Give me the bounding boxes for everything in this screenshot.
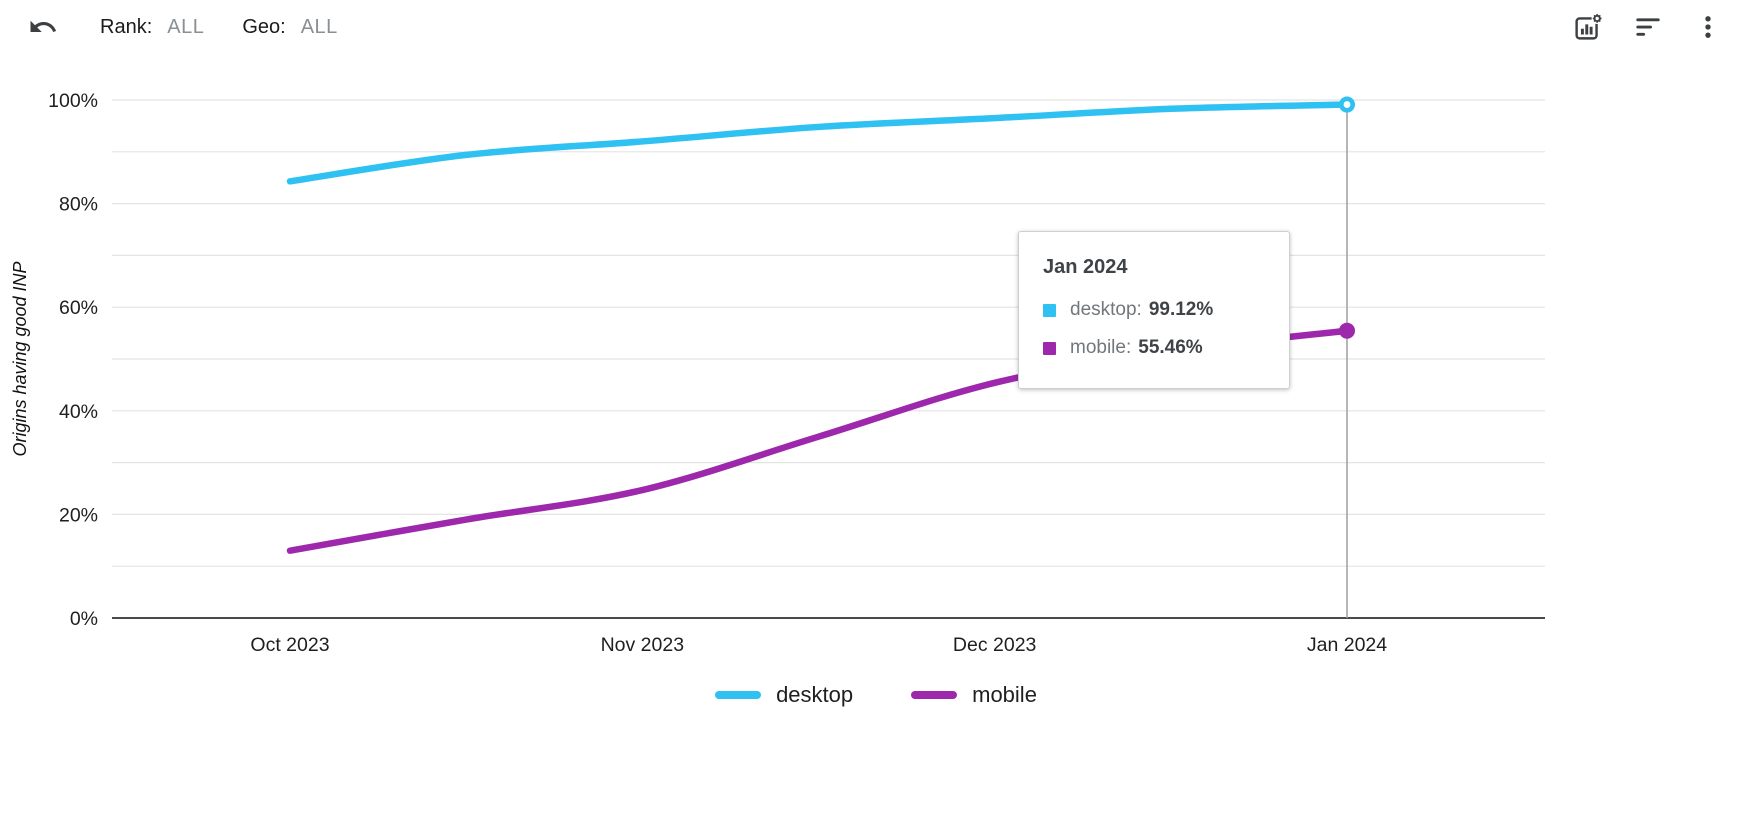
legend-item-mobile: mobile bbox=[911, 682, 1037, 708]
svg-text:0%: 0% bbox=[70, 608, 98, 630]
svg-text:Jan 2024: Jan 2024 bbox=[1307, 634, 1387, 656]
legend-swatch-mobile bbox=[911, 691, 958, 699]
svg-text:Origins having good INP: Origins having good INP bbox=[10, 261, 30, 456]
toolbar-left: Rank: ALL Geo: ALL bbox=[0, 8, 338, 46]
tooltip-series-value: 99.12% bbox=[1148, 299, 1214, 320]
legend-item-desktop: desktop bbox=[715, 682, 853, 708]
rank-filter[interactable]: Rank: ALL bbox=[100, 16, 204, 39]
chart-tooltip: Jan 2024 desktop: 99.12% mobile: 55.46% bbox=[1018, 231, 1290, 389]
svg-text:100%: 100% bbox=[48, 90, 98, 112]
undo-icon bbox=[28, 12, 58, 42]
filter-button[interactable] bbox=[1630, 9, 1666, 45]
tooltip-title: Jan 2024 bbox=[1043, 256, 1128, 278]
tooltip-series-label: desktop: bbox=[1070, 299, 1142, 320]
svg-text:Nov 2023: Nov 2023 bbox=[601, 634, 684, 656]
rank-filter-value[interactable]: ALL bbox=[167, 15, 205, 38]
tooltip-series-value: 55.46% bbox=[1138, 337, 1203, 358]
toolbar-right bbox=[1569, 9, 1752, 46]
legend-label-mobile: mobile bbox=[972, 682, 1037, 707]
svg-text:60%: 60% bbox=[59, 297, 98, 319]
svg-text:Oct 2023: Oct 2023 bbox=[250, 634, 329, 656]
chart-settings-icon bbox=[1573, 12, 1602, 42]
geo-filter-value[interactable]: ALL bbox=[300, 15, 338, 38]
geo-filter-label: Geo: bbox=[242, 15, 286, 38]
tooltip-series-swatch bbox=[1043, 303, 1056, 317]
svg-text:80%: 80% bbox=[59, 194, 98, 216]
legend-label-desktop: desktop bbox=[776, 682, 854, 707]
undo-button[interactable] bbox=[24, 8, 62, 46]
geo-filter[interactable]: Geo: ALL bbox=[242, 16, 337, 39]
tooltip-series-swatch bbox=[1043, 341, 1056, 355]
chart-legend: desktop mobile bbox=[0, 682, 1752, 708]
tooltip-row: mobile: 55.46% bbox=[1043, 337, 1265, 359]
chart-settings-button[interactable] bbox=[1569, 9, 1606, 46]
tooltip-row: desktop: 99.12% bbox=[1043, 299, 1265, 321]
toolbar: Rank: ALL Geo: ALL bbox=[0, 0, 1752, 54]
svg-text:Dec 2023: Dec 2023 bbox=[953, 634, 1036, 656]
filter-icon bbox=[1634, 13, 1662, 41]
svg-text:20%: 20% bbox=[59, 504, 98, 526]
kebab-menu-icon bbox=[1694, 13, 1722, 41]
overflow-menu-button[interactable] bbox=[1690, 9, 1726, 45]
svg-text:40%: 40% bbox=[59, 401, 98, 423]
legend-swatch-desktop bbox=[715, 691, 762, 699]
tooltip-series-label: mobile: bbox=[1070, 337, 1132, 358]
rank-filter-label: Rank: bbox=[100, 15, 153, 38]
